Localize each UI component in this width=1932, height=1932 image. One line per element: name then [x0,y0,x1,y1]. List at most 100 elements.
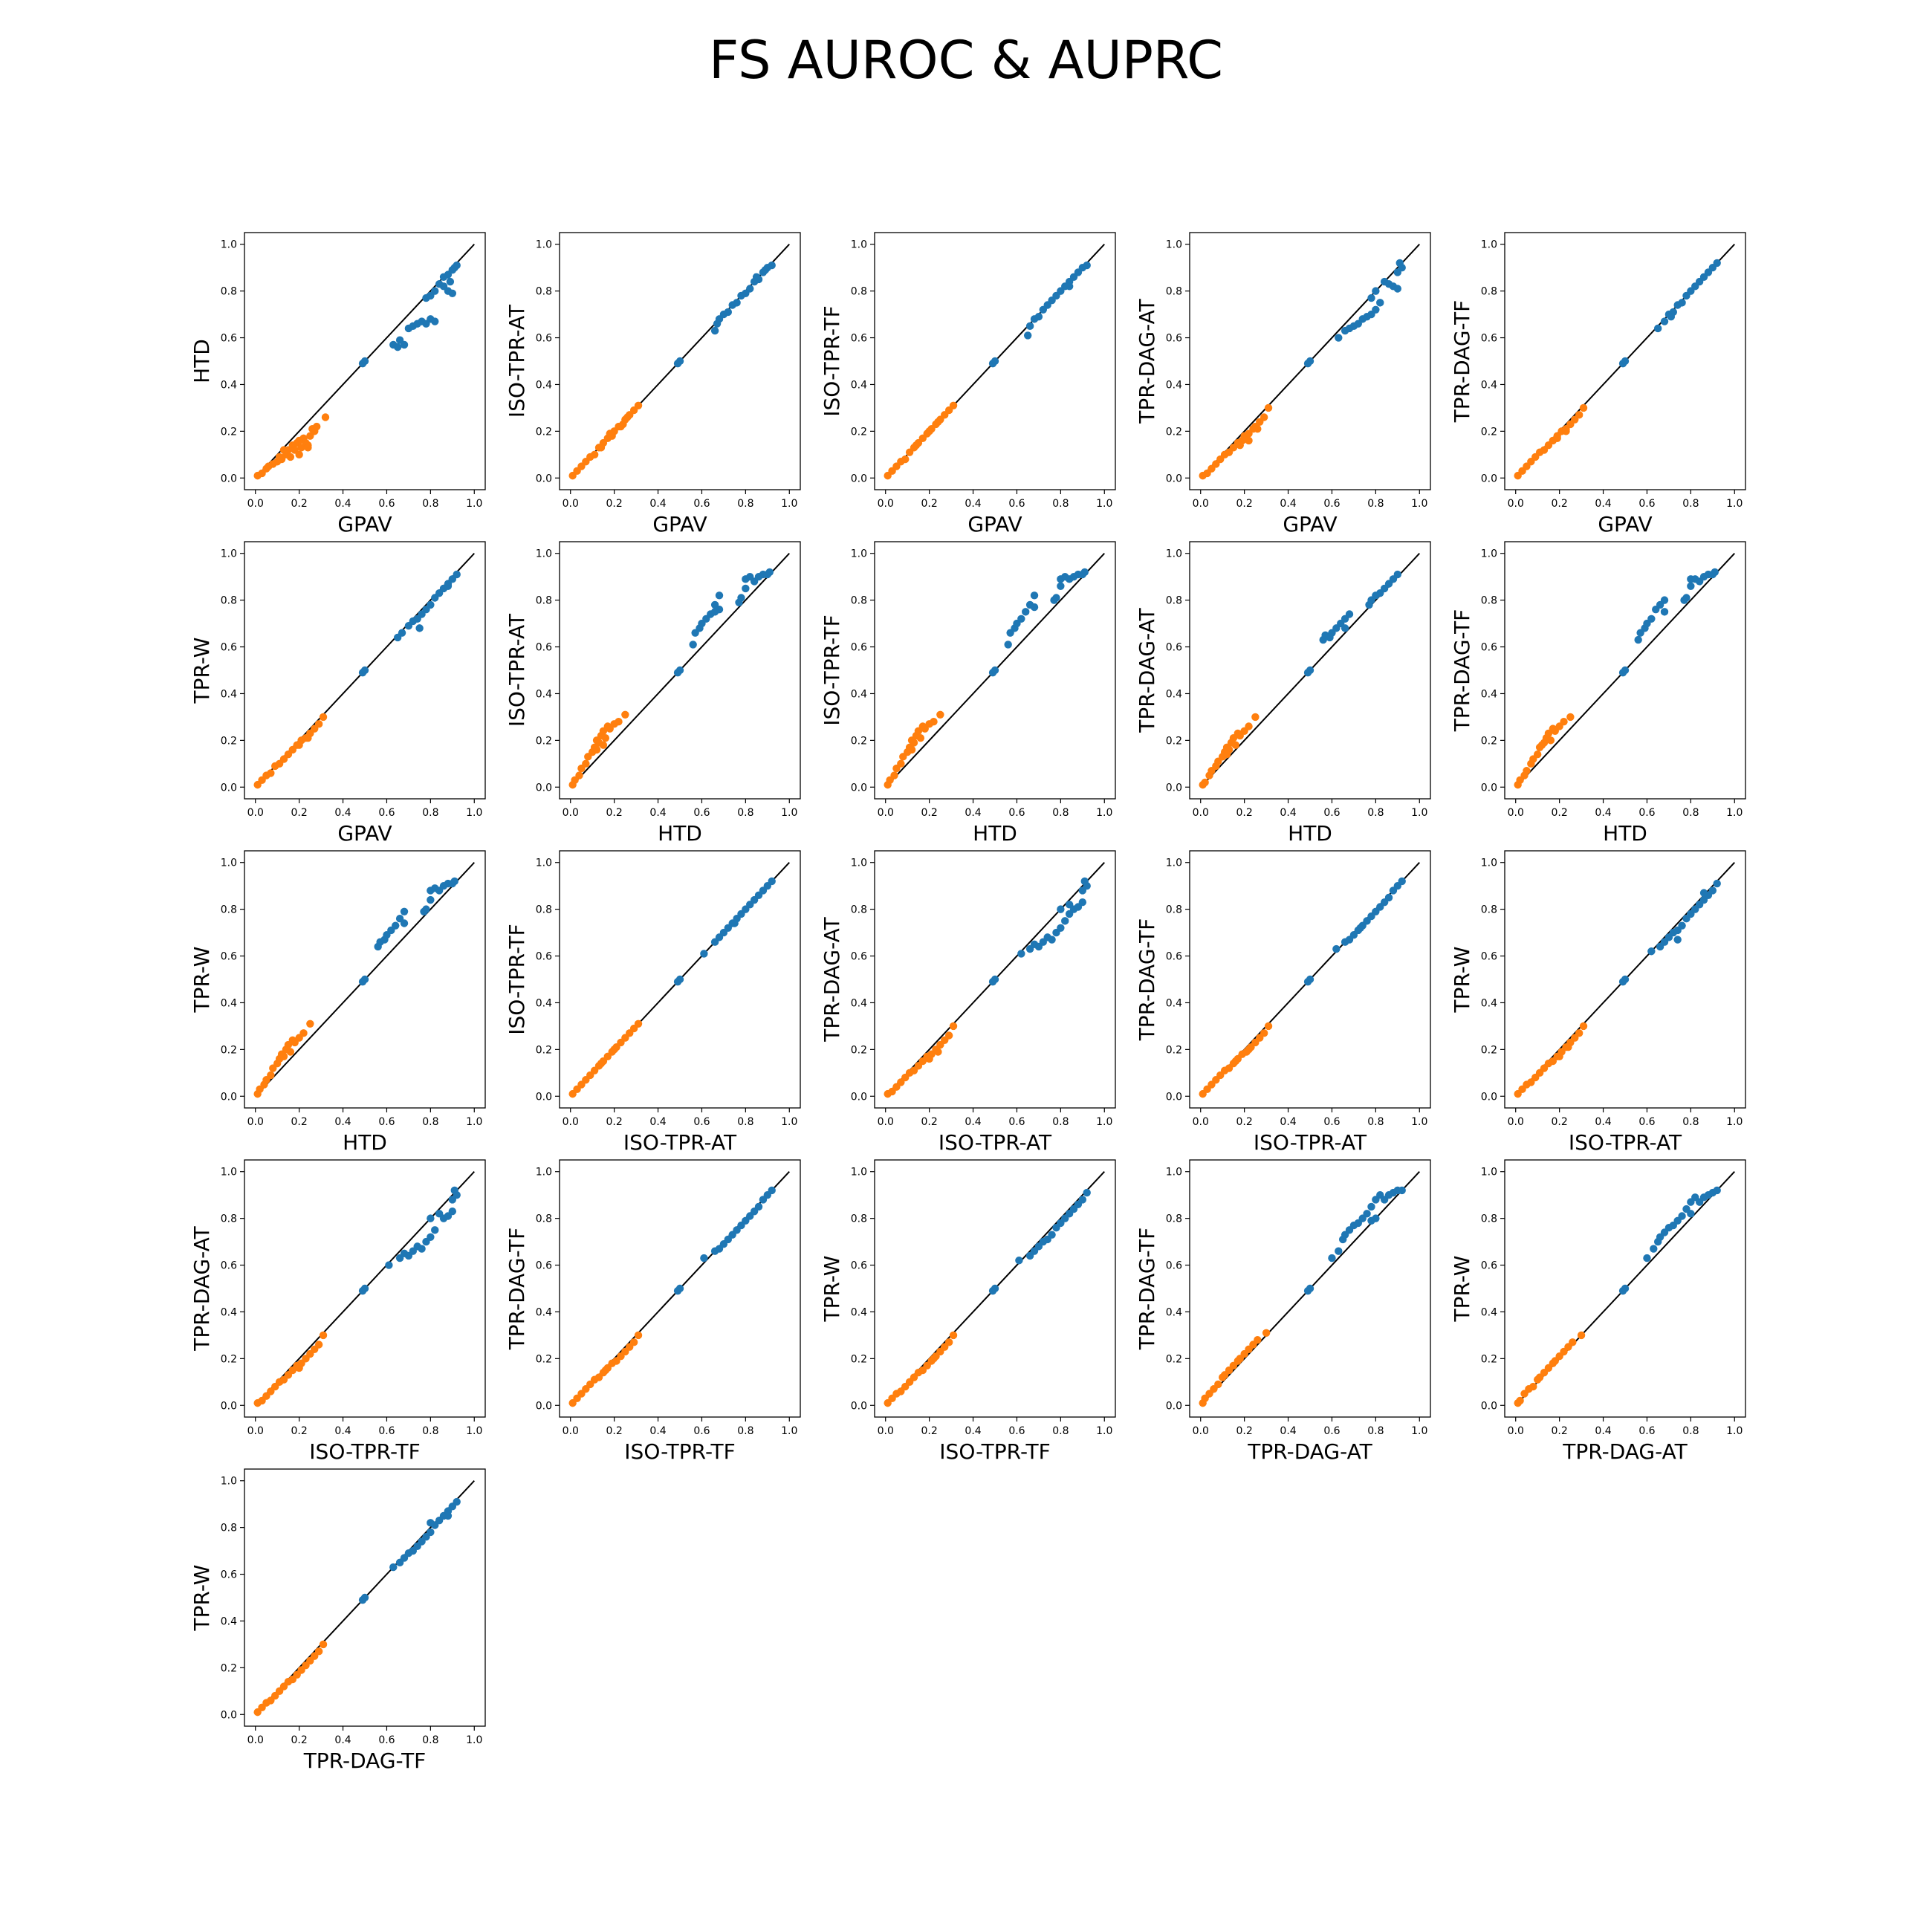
auroc-point [446,277,455,286]
y-tick-label: 1.0 [221,1167,237,1179]
auroc-point [1384,893,1393,902]
y-axis-label: ISO-TPR-TF [505,924,529,1034]
auprc-point [314,1647,323,1656]
auprc-point [314,720,323,728]
y-tick-label: 1.0 [851,858,867,869]
x-axis-label: ISO-TPR-TF [939,1439,1050,1464]
x-tick-label: 0.2 [606,498,623,510]
x-tick-label: 0.4 [1595,1116,1611,1128]
subplot-11: 0.0 0.0 0.2 0.2 0.4 0.4 0.6 0.6 0.8 0.8 1.0 1.0 HTD T… [189,850,486,1155]
y-axis-label: ISO-TPR-AT [505,613,529,727]
y-tick-label: 0.6 [851,642,867,654]
auprc-point [279,1052,288,1061]
auroc-point [1335,334,1343,342]
y-tick-label: 1.0 [851,239,867,251]
y-tick-label: 0.4 [851,1306,867,1318]
y-tick-label: 1.0 [221,548,237,560]
y-axis-label: TPR-DAG-AT [1135,298,1159,424]
y-tick-label: 0.0 [536,473,552,484]
x-tick-label: 0.2 [1552,807,1568,819]
auroc-point [1080,568,1089,577]
auroc-point [1647,947,1656,956]
y-tick-label: 0.6 [1166,642,1182,654]
auprc-point [319,713,328,722]
auprc-point [1529,1382,1537,1391]
auroc-point [1328,1254,1336,1262]
y-tick-label: 1.0 [1481,858,1497,869]
auprc-point [319,1331,328,1340]
auroc-point [1022,608,1030,616]
auroc-point [1393,285,1402,293]
x-tick-label: 0.0 [1508,1116,1524,1128]
y-tick-label: 0.4 [1481,688,1497,700]
x-axis-label: TPR-DAG-TF [303,1748,427,1773]
axes-frame [1189,541,1431,800]
axes-frame [244,232,486,490]
axes-frame [1504,232,1746,490]
axes-frame [1189,1159,1431,1418]
x-tick-label: 0.8 [422,498,438,510]
auroc-point [700,1254,708,1262]
auprc-point [1562,427,1570,435]
auroc-point [1660,317,1669,325]
x-tick-label: 1.0 [1726,807,1743,819]
y-tick-label: 0.0 [536,1400,552,1412]
y-tick-label: 0.4 [221,1306,237,1318]
y-axis-label: TPR-DAG-TF [1450,300,1474,424]
y-tick-label: 0.8 [536,904,552,916]
auprc-point [1231,1057,1240,1066]
y-tick-label: 1.0 [1166,858,1182,869]
y-tick-label: 0.6 [221,642,237,654]
x-tick-label: 0.0 [247,1116,264,1128]
auprc-point [582,759,590,768]
y-tick-label: 0.2 [1481,735,1497,747]
auroc-point [991,1284,999,1293]
y-tick-label: 0.4 [851,997,867,1009]
y-tick-label: 1.0 [1166,1167,1182,1179]
y-axis-label: TPR-W [1450,1256,1474,1323]
y-tick-label: 0.8 [221,1523,237,1534]
auprc-point [629,1338,638,1346]
x-axis-label: ISO-TPR-AT [1254,1130,1367,1155]
y-tick-label: 0.8 [851,595,867,607]
auprc-point [1575,1029,1583,1037]
auroc-point [1306,975,1315,984]
auroc-point [1034,313,1043,321]
y-tick-label: 1.0 [1481,239,1497,251]
x-tick-label: 0.0 [247,498,264,510]
auprc-point [597,1060,606,1068]
y-tick-label: 0.2 [1166,1044,1182,1056]
x-tick-label: 0.4 [1595,498,1611,510]
auroc-point [742,584,750,593]
y-tick-label: 0.4 [221,379,237,391]
auroc-point [1367,1216,1375,1225]
auroc-point [1061,917,1069,925]
auroc-point [1017,950,1025,958]
auprc-point [306,1020,314,1028]
x-tick-label: 0.2 [291,498,308,510]
x-tick-label: 1.0 [466,1425,482,1437]
y-tick-label: 1.0 [1481,1167,1497,1179]
auprc-point [1201,778,1209,787]
auroc-point [1332,944,1341,953]
auroc-point [991,975,999,984]
auroc-point [733,299,741,307]
auprc-point [601,734,610,742]
y-tick-label: 0.0 [221,473,237,484]
auroc-point [1650,1245,1658,1253]
x-tick-label: 0.6 [1323,1116,1340,1128]
x-tick-label: 1.0 [1726,1116,1743,1128]
axes-frame [559,541,801,800]
x-tick-label: 0.0 [1193,807,1209,819]
y-tick-label: 0.4 [1166,997,1182,1009]
auroc-point [1363,1210,1371,1218]
y-axis-label: TPR-W [189,1565,214,1632]
y-tick-label: 0.2 [536,426,552,438]
x-tick-label: 1.0 [466,498,482,510]
auroc-point [1306,666,1315,675]
y-tick-label: 0.8 [221,1213,237,1225]
auroc-point [1083,261,1091,270]
subplot-14: 0.0 0.0 0.2 0.2 0.4 0.4 0.6 0.6 0.8 0.8 1.0 1.0 ISO-… [1135,850,1431,1155]
y-tick-label: 0.2 [536,1044,552,1056]
auroc-point [1682,594,1690,602]
